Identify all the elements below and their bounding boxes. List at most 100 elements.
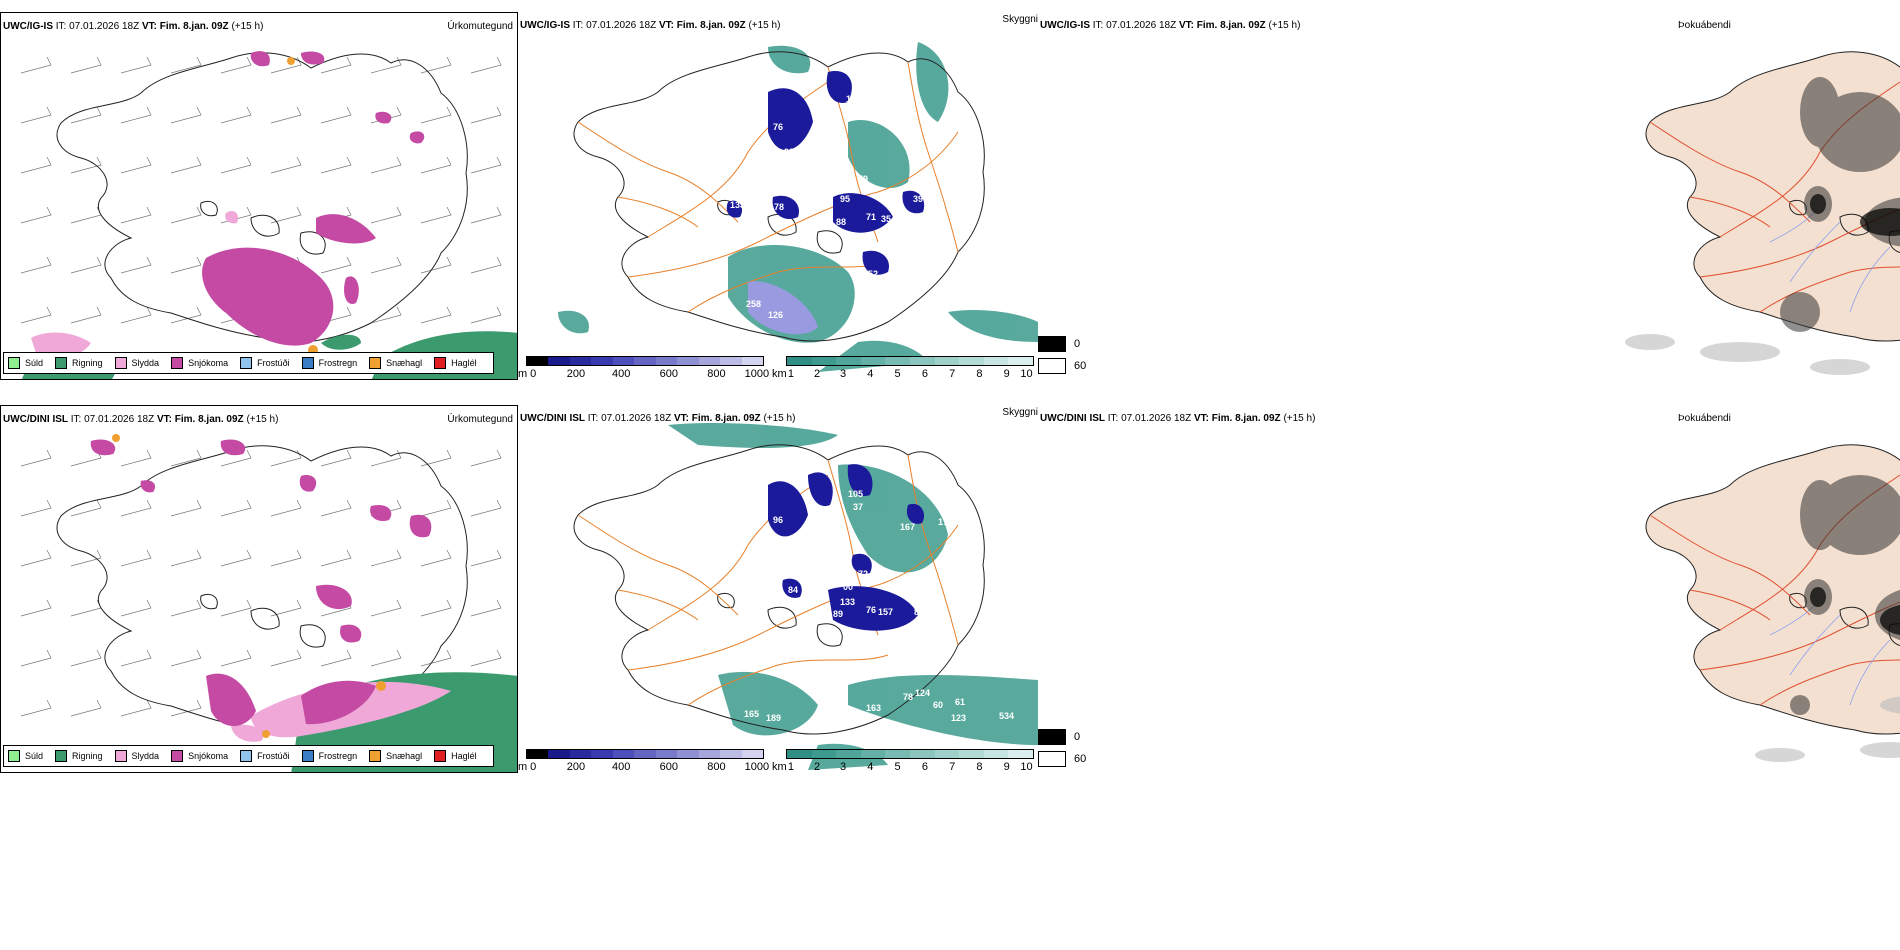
legend-item: Slydda xyxy=(114,357,159,369)
svg-text:88: 88 xyxy=(836,217,846,227)
panel-name: Úrkomutegund xyxy=(447,414,513,425)
legend-item: Frostregn xyxy=(301,750,357,762)
vis-mid-areas xyxy=(748,281,818,335)
svg-text:163: 163 xyxy=(866,703,881,713)
svg-text:95: 95 xyxy=(840,194,850,204)
legend-item: Rigning xyxy=(55,750,103,762)
svg-text:189: 189 xyxy=(766,713,781,723)
legend-item: Snæhagl xyxy=(369,750,422,762)
visibility-panel-row1: UWC/IG-IS IT: 07.01.2026 18Z VT: Fim. 8.… xyxy=(518,12,1038,380)
svg-text:00: 00 xyxy=(843,582,853,592)
color-bar xyxy=(526,749,764,759)
svg-text:167: 167 xyxy=(900,522,915,532)
legend-item: Súld xyxy=(8,750,43,762)
svg-text:61: 61 xyxy=(955,697,965,707)
precip-area-snow xyxy=(202,51,425,346)
fog-panel-row2: UWC/DINI ISL IT: 07.01.2026 18Z VT: Fim.… xyxy=(1038,405,1900,773)
svg-text:39: 39 xyxy=(913,194,923,204)
precip-legend-row1: Súld Rigning Slydda Snjókoma Frostúði Frostre… xyxy=(3,352,494,374)
fog-map-row1 xyxy=(1625,51,1900,375)
svg-text:123: 123 xyxy=(951,713,966,723)
svg-text:72: 72 xyxy=(858,569,868,579)
svg-text:84: 84 xyxy=(760,742,770,752)
panel-title: UWC/IG-IS IT: 07.01.2026 18Z VT: Fim. 8.… xyxy=(3,21,264,32)
legend-item: Rigning xyxy=(55,357,103,369)
svg-text:81: 81 xyxy=(891,256,901,266)
legend-item: Snjókoma xyxy=(171,750,228,762)
vis-low-areas xyxy=(768,464,925,631)
precip-panel-row1: UWC/IG-IS IT: 07.01.2026 18Z VT: Fim. 8.… xyxy=(0,12,518,380)
fog-legend-row1: 0 60 xyxy=(1038,336,1086,380)
svg-text:37: 37 xyxy=(810,134,820,144)
svg-text:133: 133 xyxy=(730,200,745,210)
precip-map-row2 xyxy=(20,434,517,772)
svg-text:67: 67 xyxy=(908,587,918,597)
legend-item: Slydda xyxy=(114,750,159,762)
panel-name: Þokuábendi xyxy=(1678,413,1731,424)
svg-text:96: 96 xyxy=(773,515,783,525)
fog-legend-row2: 0 60 xyxy=(1038,729,1086,773)
svg-text:84: 84 xyxy=(788,585,798,595)
legend-item: Haglél xyxy=(434,750,477,762)
svg-text:101: 101 xyxy=(846,94,861,104)
svg-text:133: 133 xyxy=(840,597,855,607)
precip-area-snow xyxy=(90,439,432,726)
svg-text:354: 354 xyxy=(881,214,896,224)
legend-item: Súld xyxy=(8,357,43,369)
panel-title: UWC/IG-IS IT: 07.01.2026 18Z VT: Fim. 8.… xyxy=(520,20,781,31)
svg-text:105: 105 xyxy=(848,489,863,499)
svg-text:157: 157 xyxy=(878,607,893,617)
panel-name: Skyggni xyxy=(1002,407,1038,418)
panel-title: UWC/IG-IS IT: 07.01.2026 18Z VT: Fim. 8.… xyxy=(1040,20,1301,31)
svg-text:106: 106 xyxy=(810,532,825,542)
legend-item: Frostúði xyxy=(240,750,290,762)
legend-item: Snæhagl xyxy=(369,357,422,369)
visibility-bar-km-row2: km 1 2 3 4 5 6 7 8 9 10 xyxy=(772,749,1034,773)
visibility-panel-row2: UWC/DINI ISL IT: 07.01.2026 18Z VT: Fim.… xyxy=(518,405,1038,773)
fog-panel-row1: UWC/IG-IS IT: 07.01.2026 18Z VT: Fim. 8.… xyxy=(1038,12,1900,380)
precip-panel-row2: UWC/DINI ISL IT: 07.01.2026 18Z VT: Fim.… xyxy=(0,405,518,773)
svg-text:17: 17 xyxy=(938,517,948,527)
svg-text:124: 124 xyxy=(915,688,930,698)
precip-area-sleet xyxy=(31,211,239,358)
legend-item: Frostregn xyxy=(301,357,357,369)
svg-text:86: 86 xyxy=(916,216,926,226)
svg-text:71: 71 xyxy=(866,212,876,222)
vis-low-areas xyxy=(726,71,925,275)
visibility-bar-m-row1: m 0 200 400 600 800 1000 xyxy=(518,356,769,380)
panel-title: UWC/DINI ISL IT: 07.01.2026 18Z VT: Fim.… xyxy=(520,413,796,424)
svg-text:60: 60 xyxy=(933,700,943,710)
panel-name: Skyggni xyxy=(1002,14,1038,25)
svg-text:78: 78 xyxy=(774,202,784,212)
legend-item: Snjókoma xyxy=(171,357,228,369)
visibility-map-row2: 96 93 106 105 37 167 17 72 00 133 76 157 67 82 89 84 86 7… xyxy=(573,423,1038,770)
svg-text:258: 258 xyxy=(746,299,761,309)
color-bar xyxy=(786,749,1034,759)
precip-legend-row2: Súld Rigning Slydda Snjókoma Frostúði Frostre… xyxy=(3,745,494,767)
svg-text:89: 89 xyxy=(833,609,843,619)
visibility-bar-m-row2: m 0 200 400 600 800 1000 xyxy=(518,749,769,773)
svg-text:78: 78 xyxy=(903,692,913,702)
panel-name: Úrkomutegund xyxy=(447,21,513,32)
svg-text:165: 165 xyxy=(744,709,759,719)
visibility-map-row1: 76 93 37 101 95 79 78 88 71 354 86 39 81 52 258 126 133 xyxy=(558,42,1038,372)
color-bar xyxy=(786,356,1034,366)
svg-text:79: 79 xyxy=(858,174,868,184)
svg-text:82: 82 xyxy=(914,607,924,617)
svg-text:93: 93 xyxy=(784,147,794,157)
panel-name: Þokuábendi xyxy=(1678,20,1731,31)
legend-item: Frostúði xyxy=(240,357,290,369)
fog-map-row2 xyxy=(1645,444,1900,762)
panel-title: UWC/DINI ISL IT: 07.01.2026 18Z VT: Fim.… xyxy=(1040,413,1316,424)
svg-text:79: 79 xyxy=(959,737,969,747)
svg-text:86: 86 xyxy=(868,662,878,672)
visibility-bar-km-row1: km 1 2 3 4 5 6 7 8 9 10 xyxy=(772,356,1034,380)
vis-label-layer: 76 93 37 101 95 79 78 88 71 354 86 39 81 52 258 126 133 xyxy=(730,94,926,320)
panel-title: UWC/DINI ISL IT: 07.01.2026 18Z VT: Fim.… xyxy=(3,414,279,425)
svg-text:126: 126 xyxy=(768,310,783,320)
legend-item: Haglél xyxy=(434,357,477,369)
svg-text:37: 37 xyxy=(853,502,863,512)
vis-label-layer: 96 93 106 105 37 167 17 72 00 133 76 157 67 82 89 84 86 7… xyxy=(744,489,1014,752)
svg-text:76: 76 xyxy=(773,122,783,132)
precip-map-row1 xyxy=(20,51,517,379)
